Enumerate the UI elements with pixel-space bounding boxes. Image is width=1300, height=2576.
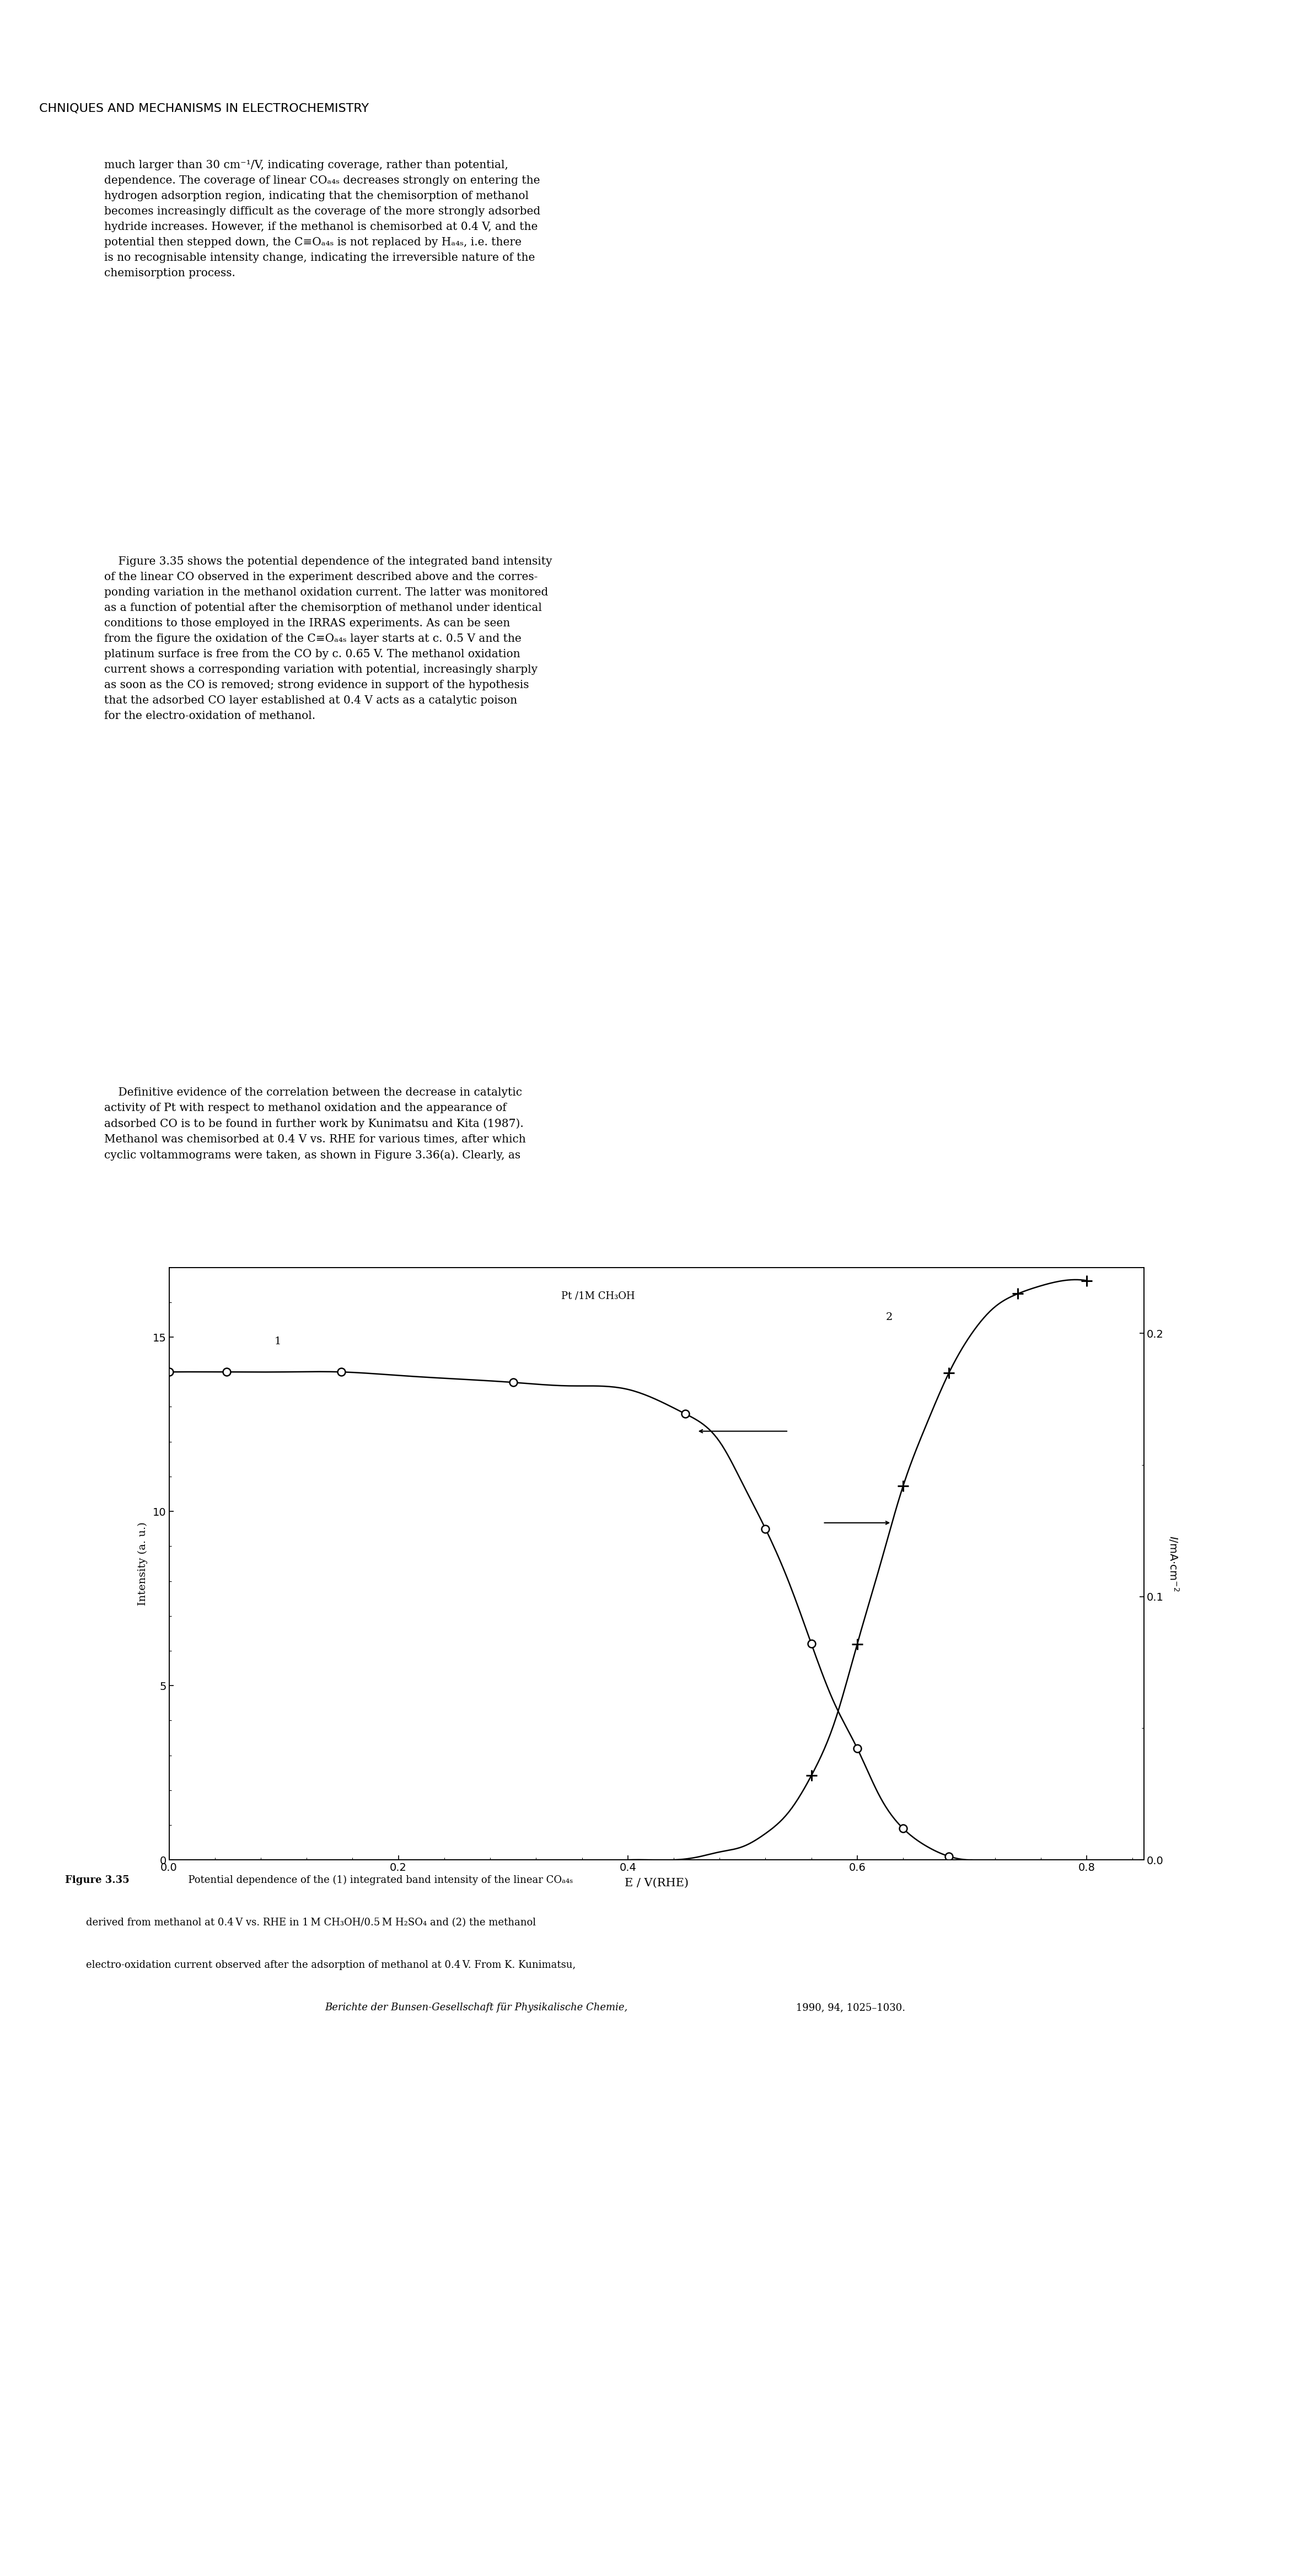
Text: much larger than 30 cm⁻¹/V, indicating coverage, rather than potential,
dependen: much larger than 30 cm⁻¹/V, indicating c… [104, 160, 541, 278]
Text: CHNIQUES AND MECHANISMS IN ELECTROCHEMISTRY: CHNIQUES AND MECHANISMS IN ELECTROCHEMIS… [39, 103, 369, 113]
Text: electro-oxidation current observed after the adsorption of methanol at 0.4 V. Fr: electro-oxidation current observed after… [86, 1960, 576, 1971]
Text: 2: 2 [885, 1311, 892, 1321]
Text: 1: 1 [274, 1337, 281, 1347]
Text: 1990, 94, 1025–1030.: 1990, 94, 1025–1030. [793, 2004, 906, 2012]
Y-axis label: Intensity (a. u.): Intensity (a. u.) [138, 1522, 148, 1605]
Text: Potential dependence of the (1) integrated band intensity of the linear COₐ₄ₛ: Potential dependence of the (1) integrat… [182, 1875, 573, 1886]
Text: Definitive evidence of the correlation between the decrease in catalytic
activit: Definitive evidence of the correlation b… [104, 1087, 525, 1159]
Text: Figure 3.35 shows the potential dependence of the integrated band intensity
of t: Figure 3.35 shows the potential dependen… [104, 556, 552, 721]
Text: Berichte der Bunsen-Gesellschaft für Physikalische Chemie,: Berichte der Bunsen-Gesellschaft für Phy… [325, 2004, 628, 2012]
Y-axis label: $\mathit{I}$/mA$\cdot$cm$^{-2}$: $\mathit{I}$/mA$\cdot$cm$^{-2}$ [1167, 1535, 1180, 1592]
Text: derived from methanol at 0.4 V vs. RHE in 1 M CH₃OH/0.5 M H₂SO₄ and (2) the meth: derived from methanol at 0.4 V vs. RHE i… [86, 1917, 536, 1927]
Text: Figure 3.35: Figure 3.35 [65, 1875, 130, 1886]
Text: Pt /1M CH₃OH: Pt /1M CH₃OH [562, 1291, 634, 1301]
X-axis label: E / V(RHE): E / V(RHE) [624, 1878, 689, 1888]
